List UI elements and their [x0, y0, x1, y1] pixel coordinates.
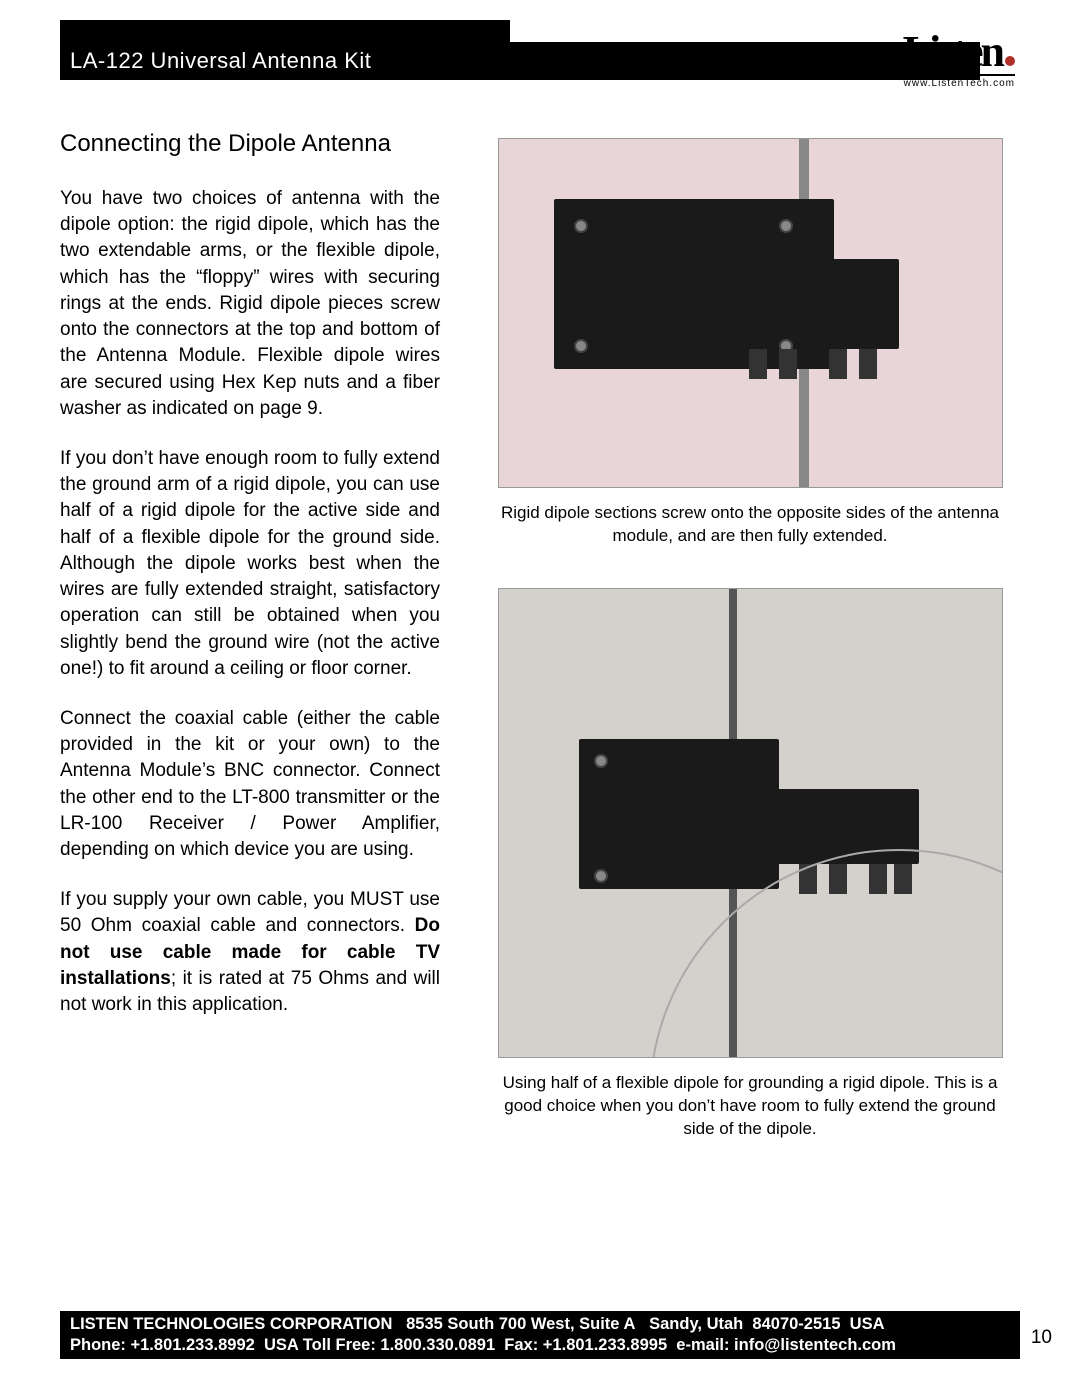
paragraph-2: If you don’t have enough room to fully e… — [60, 446, 440, 682]
figure-2: Using half of a flexible dipole for grou… — [480, 588, 1020, 1141]
photo-flexible-dipole — [498, 588, 1003, 1058]
text-column: Connecting the Dipole Antenna You have t… — [60, 130, 440, 1159]
product-title: LA-122 Universal Antenna Kit — [60, 48, 371, 74]
figure-column: Rigid dipole sections screw onto the opp… — [480, 130, 1020, 1159]
main-content: Connecting the Dipole Antenna You have t… — [60, 130, 1020, 1159]
footer-text: LISTEN TECHNOLOGIES CORPORATION 8535 Sou… — [70, 1314, 1010, 1357]
header-accent-block — [60, 20, 510, 42]
paragraph-3: Connect the coaxial cable (either the ca… — [60, 706, 440, 863]
caption-2: Using half of a flexible dipole for grou… — [480, 1072, 1020, 1141]
figure-1: Rigid dipole sections screw onto the opp… — [480, 138, 1020, 548]
footer-line1: LISTEN TECHNOLOGIES CORPORATION 8535 Sou… — [70, 1315, 885, 1333]
logo-text: Listen — [815, 32, 1015, 72]
p4-pre: If you supply your own cable, you MUST u… — [60, 889, 440, 936]
caption-1: Rigid dipole sections screw onto the opp… — [480, 502, 1020, 548]
footer-line2: Phone: +1.801.233.8992 USA Toll Free: 1.… — [70, 1336, 896, 1354]
paragraph-4: If you supply your own cable, you MUST u… — [60, 887, 440, 1018]
photo-rigid-dipole — [498, 138, 1003, 488]
brand-logo: Listen www.ListenTech.com — [815, 32, 1015, 89]
logo-url: www.ListenTech.com — [815, 78, 1015, 89]
footer: LISTEN TECHNOLOGIES CORPORATION 8535 Sou… — [60, 1311, 1020, 1359]
section-heading: Connecting the Dipole Antenna — [60, 130, 440, 158]
header: LA-122 Universal Antenna Kit Listen www.… — [0, 20, 1080, 80]
page-number: 10 — [1031, 1327, 1052, 1349]
paragraph-1: You have two choices of antenna with the… — [60, 186, 440, 422]
